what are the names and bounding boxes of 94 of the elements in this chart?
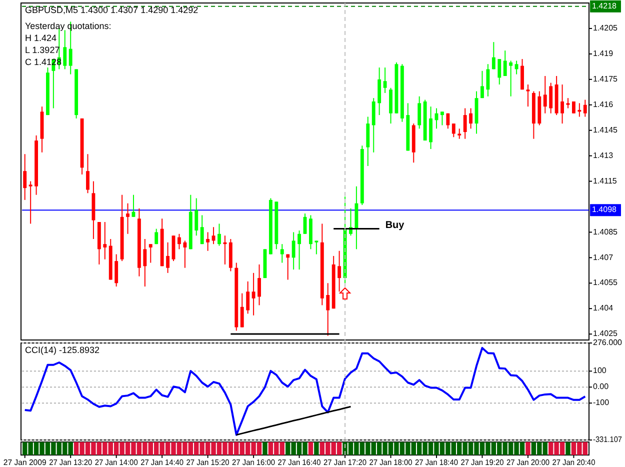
- candlestick: [458, 128, 462, 140]
- y-tick-label: 1.4085: [593, 227, 618, 236]
- y-tick-label: 1.4205: [593, 24, 618, 33]
- candlestick: [28, 180, 32, 224]
- candlestick: [549, 82, 553, 114]
- candlestick: [389, 87, 392, 124]
- x-tick-label: 27 Jan 20:00: [506, 458, 553, 467]
- candlestick: [452, 123, 456, 138]
- candlestick: [378, 67, 382, 116]
- x-tick-label: 27 Jan 16:00: [232, 458, 278, 467]
- candlestick: [469, 108, 473, 130]
- y-tick-label: 1.4115: [593, 176, 618, 186]
- annotation: H 1.424: [25, 33, 57, 43]
- candlestick: [526, 84, 530, 108]
- y-tick-label: 1.416: [593, 100, 614, 109]
- candlestick: [23, 154, 27, 200]
- y-tick-label: 1.413: [593, 150, 614, 160]
- candlestick: [418, 96, 422, 130]
- y-tick-label: 1.4145: [593, 125, 618, 134]
- x-tick-label: 27 Jan 17:20: [324, 458, 370, 467]
- candlestick: [326, 282, 330, 336]
- candlestick: [223, 235, 227, 265]
- ref-line-label: 1.4218: [592, 2, 618, 11]
- x-tick-label: 27 Jan 18:00: [369, 458, 416, 467]
- candlestick: [366, 116, 370, 166]
- y-tick-label: 1.407: [593, 252, 614, 262]
- candlestick: [372, 98, 376, 153]
- chart-title: GBPUSD,M5 1.4300 1.4307 1.4290 1.4292: [25, 5, 198, 15]
- y-tick-label: 1.4055: [593, 278, 618, 288]
- y-tick-label: -100: [593, 398, 610, 408]
- candlestick: [314, 240, 318, 255]
- y-tick-label: 1.4175: [593, 74, 618, 84]
- candlestick: [200, 214, 204, 245]
- y-tick-label: 100: [593, 366, 607, 376]
- candlestick: [206, 232, 210, 252]
- candlestick: [578, 102, 582, 118]
- candlestick: [429, 106, 432, 150]
- y-tick-label: 1.419: [593, 49, 614, 58]
- candlestick: [338, 250, 342, 292]
- candlestick: [292, 232, 296, 270]
- x-tick-label: 27 Jan 14:00: [94, 458, 142, 467]
- candlestick: [246, 280, 250, 314]
- x-tick-label: 27 Jan 16:40: [278, 458, 324, 467]
- candlestick: [486, 64, 490, 97]
- x-tick-label: 27 Jan 13:20: [49, 458, 96, 467]
- candlestick: [218, 223, 221, 246]
- candlestick: [166, 242, 170, 274]
- ref-line-label: 1.4098: [592, 205, 618, 214]
- candlestick: [520, 58, 524, 90]
- y-tick-label: -331.107: [593, 435, 625, 444]
- x-tick-label: 27 Jan 15:20: [186, 458, 233, 467]
- x-tick-label: 27 Jan 14:40: [140, 458, 187, 467]
- candlestick: [240, 292, 244, 328]
- candlestick: [514, 60, 518, 75]
- candlestick: [280, 244, 284, 264]
- candlestick: [543, 76, 547, 114]
- candlestick: [103, 222, 107, 260]
- y-tick-label: 0.00: [593, 382, 610, 392]
- candlestick: [383, 67, 387, 94]
- candlestick: [298, 230, 301, 270]
- x-tick-label: 27 Jan 20:40: [552, 458, 598, 467]
- candlestick: [498, 58, 502, 85]
- candlestick: [560, 84, 564, 124]
- candlestick: [86, 154, 90, 194]
- line-series: [236, 406, 352, 436]
- y-tick-label: 1.404: [593, 304, 614, 313]
- candlestick: [463, 108, 467, 140]
- chart-title: CCI(14) -125.8932: [25, 345, 100, 355]
- candlestick: [509, 60, 513, 97]
- candlestick: [583, 99, 587, 118]
- x-tick-label: 27 Jan 2009: [3, 458, 48, 467]
- candlestick: [114, 254, 118, 288]
- candlestick: [566, 98, 570, 109]
- candlestick: [126, 202, 130, 234]
- candlestick: [143, 238, 147, 288]
- y-tick-label: 276.000: [593, 338, 623, 348]
- candlestick: [446, 112, 450, 130]
- candlestick: [183, 240, 187, 268]
- candlestick: [148, 244, 152, 264]
- x-tick-label: 27 Jan 18:40: [414, 458, 462, 467]
- candlestick: [178, 233, 181, 250]
- candlestick: [154, 228, 158, 245]
- candlestick: [480, 70, 484, 99]
- candlestick: [440, 111, 444, 126]
- candlestick: [63, 30, 67, 70]
- line-series: [24, 346, 586, 436]
- x-tick-label: 27 Jan 19:20: [460, 458, 507, 467]
- candlestick: [258, 264, 261, 306]
- candlestick: [503, 50, 507, 77]
- candlestick: [194, 198, 198, 236]
- y-tick-label: 1.4025: [593, 329, 618, 338]
- candlestick: [492, 42, 496, 70]
- candlestick: [252, 272, 256, 316]
- series-label: Buy: [385, 220, 405, 231]
